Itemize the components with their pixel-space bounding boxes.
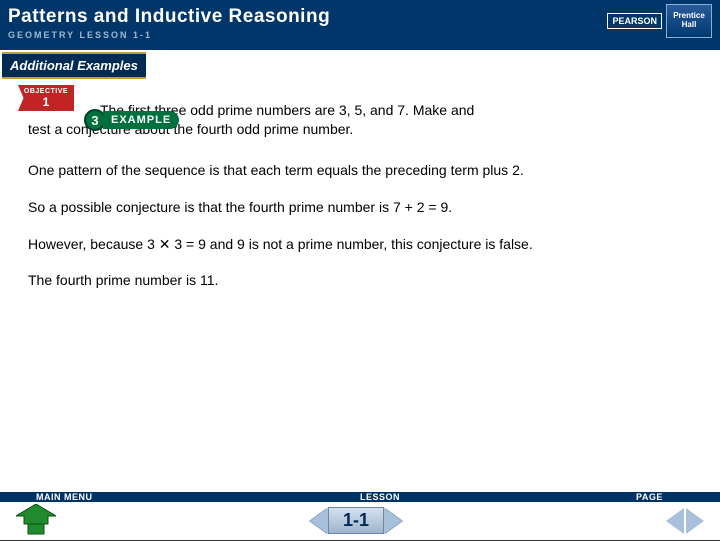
lesson-number-display: 1-1 (328, 507, 384, 534)
main-menu-button[interactable] (16, 504, 56, 536)
lesson-prev-button[interactable] (310, 508, 328, 534)
solution-line-1: One pattern of the sequence is that each… (28, 161, 692, 180)
footer-main-label: MAIN MENU (36, 492, 93, 502)
lesson-subtitle: GEOMETRY LESSON 1-1 (8, 30, 152, 40)
solution-line-2: So a possible conjecture is that the fou… (28, 198, 692, 217)
objective-number: 1 (43, 95, 50, 109)
footer-bar: MAIN MENU LESSON PAGE (0, 492, 720, 502)
example-label: EXAMPLE (103, 111, 179, 129)
page-prev-button[interactable] (666, 508, 684, 534)
home-arrow-icon (16, 504, 56, 536)
solution-line-4: The fourth prime number is 11. (28, 271, 692, 290)
footer: MAIN MENU LESSON PAGE 1-1 (0, 488, 720, 540)
section-label: Additional Examples (2, 52, 146, 79)
lesson-nav: 1-1 (310, 507, 402, 534)
example-badge: 3 EXAMPLE (84, 109, 179, 131)
objective-flag: OBJECTIVE 1 (18, 85, 78, 125)
publisher-logo: PEARSON Prentice Hall (607, 4, 712, 38)
content-area: OBJECTIVE 1 3 EXAMPLE The first three od… (0, 79, 720, 290)
brand-box: Prentice Hall (666, 4, 712, 38)
slide-header: Patterns and Inductive Reasoning GEOMETR… (0, 0, 720, 50)
publisher-name: PEARSON (607, 13, 662, 29)
page-nav (666, 508, 704, 534)
page-title: Patterns and Inductive Reasoning (8, 6, 330, 28)
solution-line-3: However, because 3 ✕ 3 = 9 and 9 is not … (28, 235, 692, 254)
brand-line2: Hall (682, 21, 697, 30)
footer-lesson-label: LESSON (360, 492, 400, 502)
footer-page-label: PAGE (636, 492, 663, 502)
objective-label: OBJECTIVE (24, 88, 68, 95)
lesson-next-button[interactable] (384, 508, 402, 534)
objective-row: OBJECTIVE 1 3 EXAMPLE (28, 109, 692, 131)
page-next-button[interactable] (686, 508, 704, 534)
